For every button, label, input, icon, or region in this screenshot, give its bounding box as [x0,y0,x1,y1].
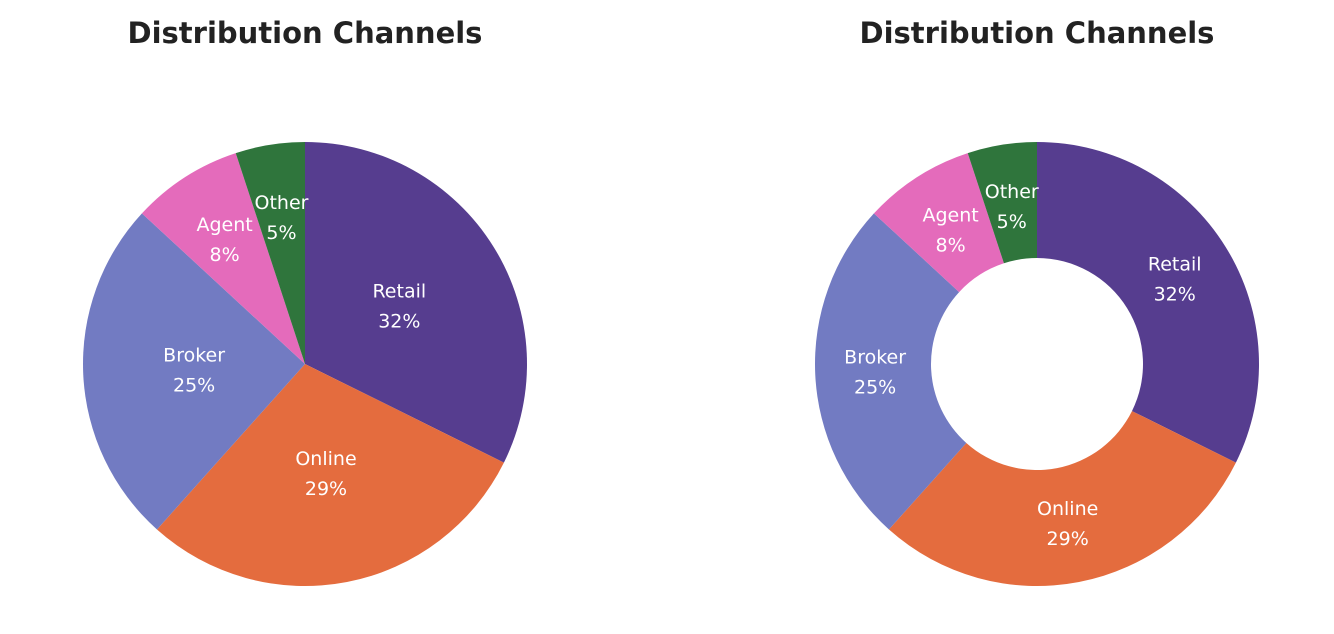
slice-other [235,142,305,364]
slice-label-agent: Agent [922,205,978,227]
slice-agent [141,153,305,364]
slice-broker [815,213,967,530]
slice-value-retail: 32% [378,310,420,332]
slice-online [888,411,1236,587]
donut-chart: Retail 32% Online 29% Broker 25% Agent 8% Other 5… [815,142,1260,587]
slice-retail [305,142,527,463]
chart-title-left: Distribution Channels [127,16,483,50]
pie-chart: Retail 32% Online 29% Broker 25% Agent 8% Other 5… [83,142,527,587]
slice-value-broker: 25% [854,377,896,399]
slice-label-other: Other [985,181,1039,203]
slice-broker [83,213,305,530]
slice-value-agent: 8% [936,235,966,257]
slice-value-broker: 25% [173,374,215,396]
slice-value-online: 29% [1047,528,1089,550]
slice-label-online: Online [295,448,356,470]
slice-label-agent: Agent [196,214,252,236]
slice-label-retail: Retail [372,280,426,302]
slice-other [967,142,1037,264]
slice-value-online: 29% [305,478,347,500]
slice-label-retail: Retail [1148,254,1202,276]
slice-value-other: 5% [997,211,1027,233]
slice-value-other: 5% [266,222,296,244]
slice-label-online: Online [1037,498,1098,520]
chart-title-right: Distribution Channels [859,16,1215,50]
slice-value-agent: 8% [210,244,240,266]
slice-retail [1037,142,1260,463]
slice-value-retail: 32% [1154,284,1196,306]
slice-agent [873,153,1004,293]
slice-online [156,364,504,587]
slice-label-broker: Broker [844,347,906,369]
slice-label-broker: Broker [163,344,225,366]
slice-label-other: Other [255,192,309,214]
